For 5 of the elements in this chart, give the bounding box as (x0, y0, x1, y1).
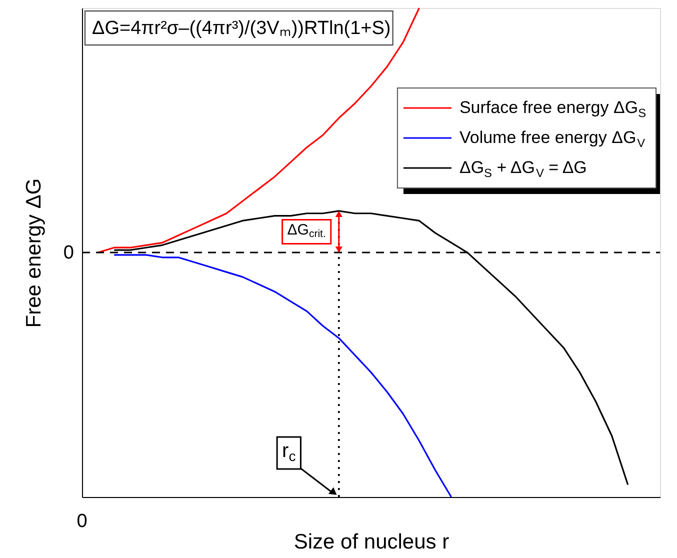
annotation: ΔG=4πr²σ–((4πr³)/(3Vₘ))RTln(1+S) (92, 18, 391, 39)
y-axis-title: Free energy ΔG (22, 178, 46, 328)
ref-line-label: 0 (63, 242, 74, 264)
text: 0 (76, 511, 88, 532)
x-axis-title: Size of nucleus r (294, 530, 450, 554)
